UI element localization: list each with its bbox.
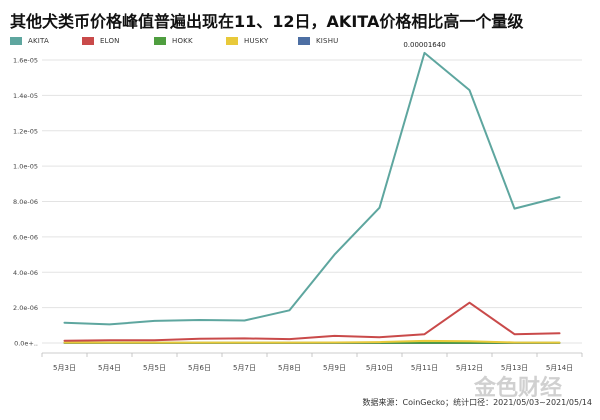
legend-label-kishu: KISHU	[316, 37, 339, 45]
y-tick-label: 1.2e-05	[13, 127, 38, 135]
legend-swatch-elon	[82, 37, 94, 45]
legend-item-hokk: HOKK	[154, 35, 193, 47]
y-tick-label: 1.0e-05	[13, 163, 38, 171]
x-tick-label: 5月6日	[188, 364, 211, 372]
y-tick-label: 0.0e+..	[14, 340, 38, 348]
series-line-husky	[63, 339, 561, 344]
y-tick-label: 1.4e-05	[13, 92, 38, 100]
x-tick-label: 5月5日	[143, 364, 166, 372]
y-tick-label: 4.0e-06	[13, 269, 38, 277]
x-tick-label: 5月4日	[98, 364, 121, 372]
legend-swatch-hokk	[154, 37, 166, 45]
y-tick-label: 8.0e-06	[13, 198, 38, 206]
x-tick-label: 5月9日	[323, 364, 346, 372]
legend-swatch-kishu	[298, 37, 310, 45]
chart-legend: AKITA ELON HOKK HUSKY KISHU	[10, 35, 430, 47]
legend-item-elon: ELON	[82, 35, 120, 47]
x-tick-label: 5月3日	[53, 364, 76, 372]
legend-item-akita: AKITA	[10, 35, 49, 47]
series-line-akita	[63, 51, 561, 326]
legend-item-husky: HUSKY	[226, 35, 268, 47]
legend-swatch-husky	[226, 37, 238, 45]
watermark-logo: 金色财经	[473, 376, 562, 401]
legend-swatch-akita	[10, 37, 22, 45]
y-tick-label: 2.0e-06	[13, 304, 38, 312]
y-tick-label: 6.0e-06	[13, 233, 38, 241]
peak-data-label: 0.00001640	[403, 41, 445, 49]
x-tick-label: 5月12日	[456, 364, 483, 372]
legend-label-akita: AKITA	[28, 37, 49, 45]
x-tick-label: 5月13日	[501, 364, 528, 372]
legend-item-kishu: KISHU	[298, 35, 339, 47]
source-note: 数据来源：CoinGecko；统计口径：2021/05/03~2021/05/1…	[362, 398, 592, 407]
x-tick-label: 5月8日	[278, 364, 301, 372]
legend-label-husky: HUSKY	[244, 37, 269, 45]
x-tick-label: 5月11日	[411, 364, 438, 372]
legend-label-elon: ELON	[100, 37, 120, 45]
x-tick-label: 5月10日	[366, 364, 393, 372]
x-tick-label: 5月7日	[233, 364, 256, 372]
series-line-elon	[63, 301, 561, 342]
chart-title: 其他犬类币价格峰值普遍出现在11、12日，AKITA价格相比高一个量级	[10, 12, 524, 31]
x-tick-label: 5月14日	[546, 364, 573, 372]
legend-label-hokk: HOKK	[172, 37, 193, 45]
y-tick-label: 1.6e-05	[13, 57, 38, 65]
